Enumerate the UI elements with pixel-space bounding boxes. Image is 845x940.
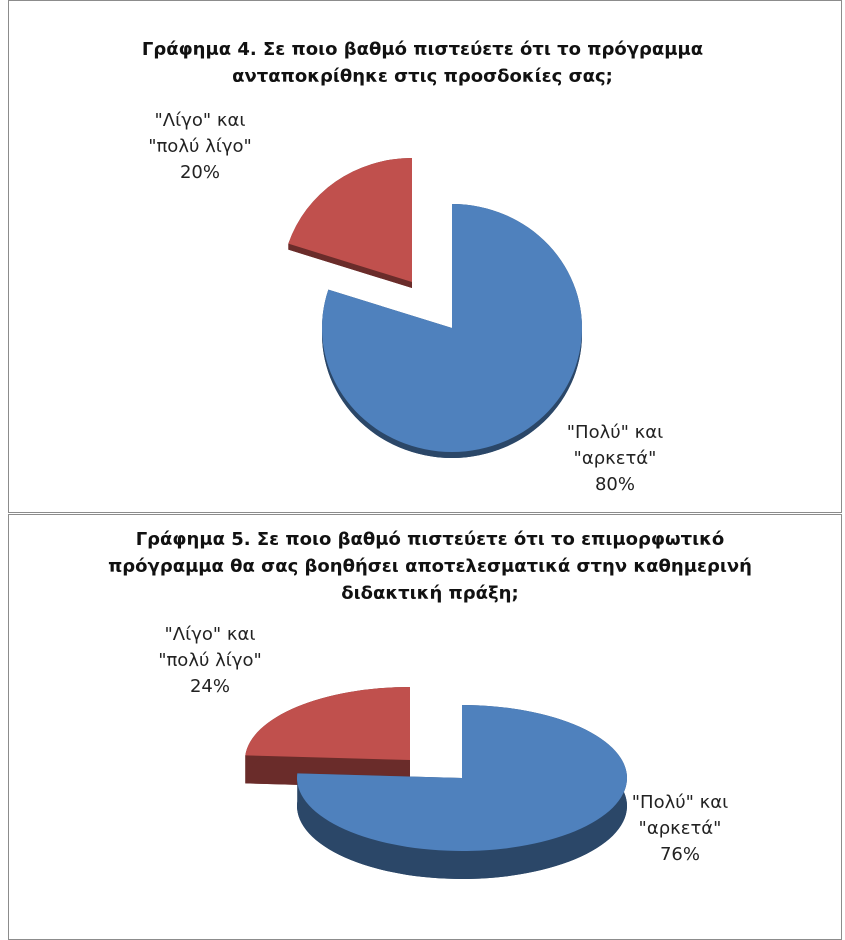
category-label: "Λίγο" και "πολύ λίγο" [158, 624, 262, 671]
pie-slice [297, 705, 627, 879]
data-label: "Πολύ" και "αρκετά" 76% [610, 790, 750, 868]
data-label: "Λίγο" και "πολύ λίγο" 24% [140, 622, 280, 700]
chart-title: Γράφημα 5. Σε ποιο βαθμό πιστεύετε ότι τ… [108, 529, 752, 604]
slice-top [321, 204, 582, 452]
slice-top [297, 705, 627, 852]
value-label: 76% [659, 844, 700, 865]
value-label: 24% [189, 676, 230, 697]
slice-top [288, 158, 412, 282]
pie-slice [288, 158, 412, 288]
category-label: "Πολύ" και "αρκετά" [566, 422, 664, 469]
pie-slice [321, 204, 582, 458]
category-label: "Πολύ" και "αρκετά" [631, 792, 729, 839]
data-label: "Πολύ" και "αρκετά" 80% [545, 420, 685, 498]
value-label: 80% [594, 474, 635, 495]
chart-title: Γράφημα 4. Σε ποιο βαθμό πιστεύετε ότι τ… [141, 39, 704, 87]
pie-slice [245, 687, 410, 788]
slice-top [245, 687, 410, 760]
value-label: 20% [179, 162, 220, 183]
slice-wall [288, 243, 412, 288]
data-label: "Λίγο" και "πολύ λίγο" 20% [130, 108, 270, 186]
category-label: "Λίγο" και "πολύ λίγο" [148, 110, 252, 157]
